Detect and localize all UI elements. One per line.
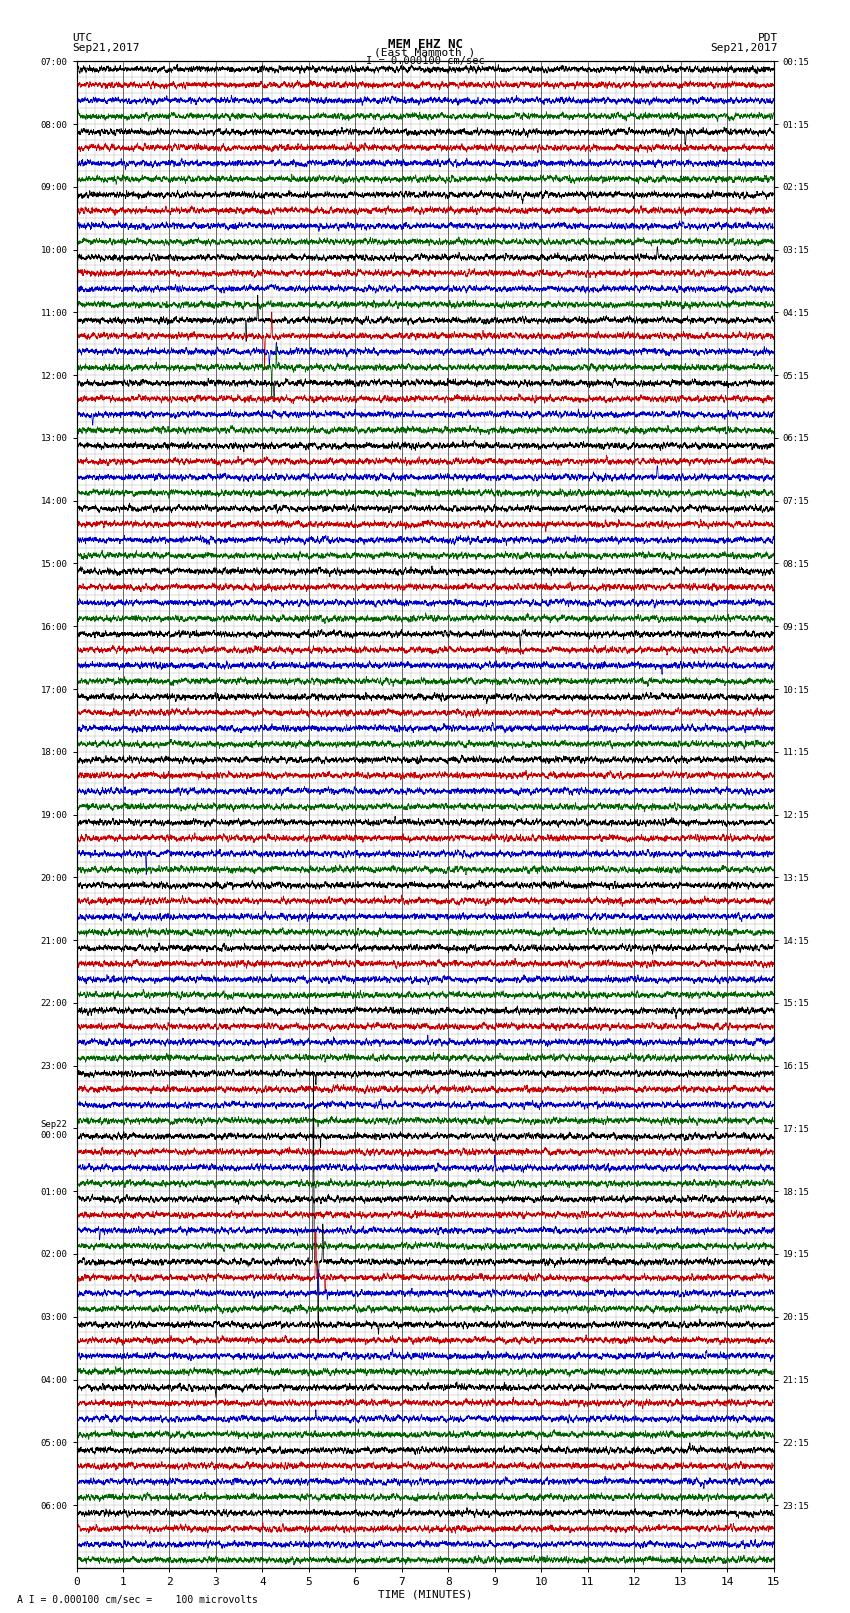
Text: MEM EHZ NC: MEM EHZ NC <box>388 37 462 52</box>
Text: I = 0.000100 cm/sec: I = 0.000100 cm/sec <box>366 56 484 66</box>
X-axis label: TIME (MINUTES): TIME (MINUTES) <box>377 1590 473 1600</box>
Text: Sep21,2017: Sep21,2017 <box>72 44 139 53</box>
Text: A I = 0.000100 cm/sec =    100 microvolts: A I = 0.000100 cm/sec = 100 microvolts <box>17 1595 258 1605</box>
Text: UTC: UTC <box>72 32 93 44</box>
Text: Sep21,2017: Sep21,2017 <box>711 44 778 53</box>
Text: PDT: PDT <box>757 32 778 44</box>
Text: (East Mammoth ): (East Mammoth ) <box>374 47 476 58</box>
